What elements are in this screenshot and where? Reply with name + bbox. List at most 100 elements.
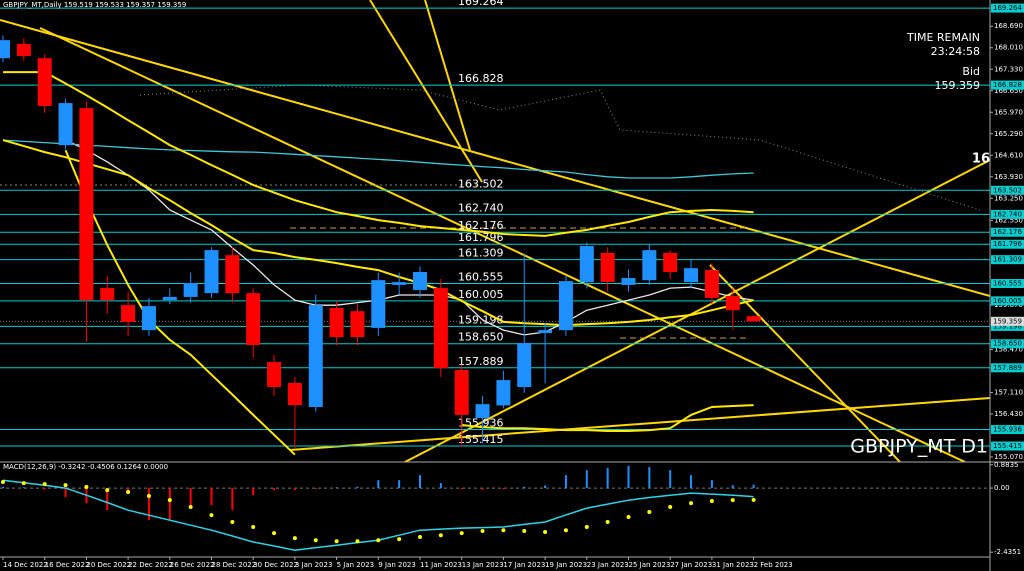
- candle-body: [642, 250, 657, 281]
- x-tick-label: 9 Jan 2023: [378, 561, 416, 569]
- level-box-label: 163.502: [993, 186, 1022, 194]
- level-label: 158.650: [458, 331, 504, 344]
- y-tick-label: 168.010: [994, 44, 1023, 52]
- x-tick-label: 16 Dec 2022: [45, 561, 90, 569]
- signal-dot: [397, 537, 402, 542]
- signal-dot: [543, 530, 548, 535]
- y-tick-label: 0.00: [994, 484, 1010, 492]
- signal-dot: [1, 480, 5, 485]
- level-box-label: 160.005: [993, 297, 1022, 305]
- histogram-bar: [564, 475, 567, 489]
- x-tick-label: 17 Jan 2023: [503, 561, 545, 569]
- y-tick-label: 0.8835: [994, 461, 1019, 469]
- signal-dot: [313, 538, 318, 543]
- histogram-bar: [669, 470, 672, 489]
- histogram-bar: [22, 487, 25, 489]
- x-tick-label: 31 Jan 2023: [712, 561, 754, 569]
- histogram-bar: [168, 488, 171, 521]
- level-box: [991, 80, 1024, 90]
- histogram-bar: [648, 467, 651, 489]
- candle-body: [350, 311, 365, 338]
- signal-dot: [84, 485, 89, 490]
- signal-dot: [751, 497, 756, 502]
- histogram-bar: [210, 488, 213, 506]
- candle-body: [0, 40, 10, 59]
- level-box: [991, 185, 1024, 195]
- level-label: 162.176: [458, 219, 504, 232]
- x-tick-label: 30 Dec 2022: [253, 561, 298, 569]
- candle-body: [225, 255, 240, 294]
- candle-body: [371, 280, 386, 328]
- level-box-label: 160.555: [993, 279, 1022, 287]
- bid-box: [991, 316, 1024, 326]
- histogram-bar: [64, 488, 67, 498]
- indicator-line: [65, 139, 754, 336]
- histogram-bar: [690, 475, 693, 489]
- macd-title: MACD(12,26,9) -0.3242 -0.4506 0.1264 0.0…: [3, 463, 168, 471]
- level-label: 161.796: [458, 231, 504, 244]
- indicator-line: [64, 149, 754, 456]
- y-tick-label: 163.930: [994, 173, 1023, 181]
- candle-body: [16, 43, 31, 56]
- level-label: 166.828: [458, 72, 504, 85]
- histogram-bar: [606, 468, 609, 489]
- signal-dot: [230, 520, 235, 525]
- time-remain: 23:24:58: [931, 45, 980, 58]
- level-box: [991, 209, 1024, 219]
- signal-dot: [563, 528, 568, 533]
- candle-body: [141, 306, 156, 331]
- candle-body: [267, 362, 282, 388]
- level-box-label: 161.309: [993, 256, 1022, 264]
- signal-dot: [251, 525, 256, 530]
- signal-dot: [459, 531, 464, 536]
- signal-dot: [438, 533, 443, 538]
- y-tick-label: -2.4351: [994, 548, 1021, 556]
- signal-dot: [668, 505, 673, 510]
- histogram-bar: [460, 488, 463, 490]
- level-box: [991, 363, 1024, 373]
- histogram-bar: [377, 480, 380, 489]
- histogram-bar: [710, 480, 713, 489]
- candle-body: [496, 380, 511, 406]
- y-tick-label: 155.070: [994, 453, 1023, 461]
- candle-body: [329, 308, 344, 338]
- histogram-bar: [43, 488, 46, 490]
- level-label: 160.555: [458, 270, 504, 283]
- signal-dot: [167, 498, 172, 503]
- signal-dot: [42, 482, 47, 487]
- histogram-bar: [627, 465, 630, 489]
- level-box: [991, 321, 1024, 331]
- histogram-bar: [314, 488, 317, 490]
- level-label: 163.502: [458, 177, 504, 190]
- histogram-bar: [439, 483, 442, 489]
- macd-panel: [0, 465, 990, 551]
- x-tick-label: 20 Dec 2022: [86, 561, 131, 569]
- y-tick-label: 168.690: [994, 22, 1023, 30]
- x-tick-label: 5 Jan 2023: [337, 561, 375, 569]
- y-tick-label: 157.110: [994, 388, 1023, 396]
- signal-dot: [105, 488, 110, 493]
- y-tick-label: 163.250: [994, 194, 1023, 202]
- y-tick-label: 156.430: [994, 410, 1023, 418]
- histogram-bar: [356, 486, 359, 489]
- signal-dot: [709, 498, 714, 503]
- candle-body: [475, 404, 490, 419]
- chart-title: GBPJPY_MT,Daily 159.519 159.533 159.357 …: [3, 1, 186, 9]
- level-label: 161.309: [458, 247, 504, 260]
- dotted-line: [139, 84, 981, 211]
- signal-dot: [584, 525, 589, 530]
- candle-body: [433, 288, 448, 369]
- overlay: GBPJPY_MT,Daily 159.519 159.533 159.357 …: [3, 1, 990, 471]
- candle-body: [162, 296, 177, 301]
- histogram-bar: [273, 488, 276, 491]
- x-tick-label: 22 Dec 2022: [128, 561, 173, 569]
- bid-box-label: 159.359: [993, 317, 1022, 325]
- level-box-label: 162.740: [993, 210, 1022, 218]
- y-tick-label: 158.470: [994, 345, 1023, 353]
- signal-dot: [209, 513, 214, 518]
- signal-dot: [334, 539, 339, 544]
- level-box-label: 161.796: [993, 240, 1022, 248]
- x-tick-label: 13 Jan 2023: [462, 561, 504, 569]
